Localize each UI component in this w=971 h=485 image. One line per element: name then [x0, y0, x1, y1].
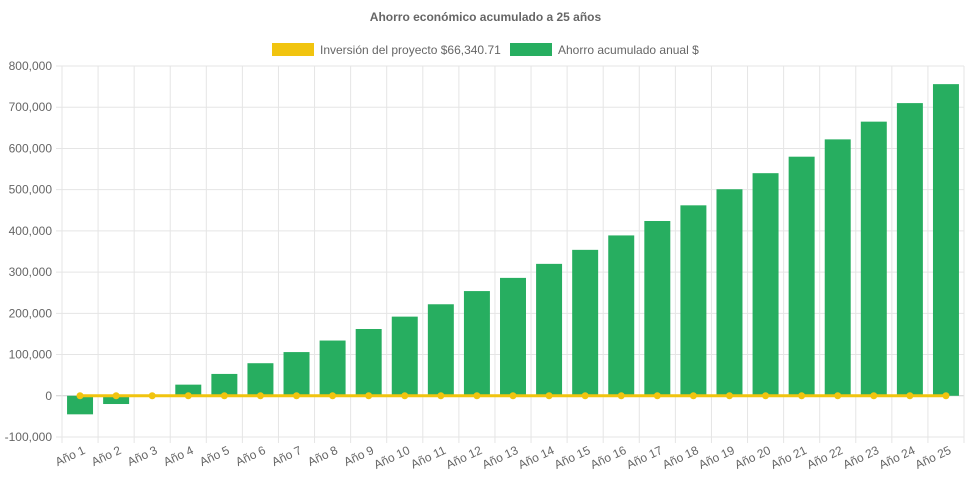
point-investment[interactable]	[220, 392, 228, 400]
x-tick-label: Año 1	[53, 443, 88, 469]
point-investment[interactable]	[545, 392, 553, 400]
y-tick-label: 500,000	[9, 183, 53, 197]
point-investment[interactable]	[437, 392, 445, 400]
y-tick-label: -100,000	[5, 430, 53, 444]
bar-savings[interactable]	[247, 363, 274, 396]
x-tick-label: Año 23	[841, 443, 882, 472]
point-investment[interactable]	[509, 392, 517, 400]
point-investment[interactable]	[942, 392, 950, 400]
point-investment[interactable]	[870, 392, 878, 400]
legend-swatch-savings	[510, 43, 552, 56]
legend-item-savings[interactable]: Ahorro acumulado anual $	[510, 43, 699, 57]
x-axis-ticks: Año 1 Año 2 Año 3 Año 4 Año 5 Año 6 Año 7 Año 8…	[53, 443, 954, 472]
y-tick-label: 600,000	[9, 141, 53, 155]
bar-savings[interactable]	[211, 373, 238, 396]
point-investment[interactable]	[184, 392, 192, 400]
x-tick-label: Año 4	[161, 443, 196, 469]
point-investment[interactable]	[329, 392, 337, 400]
x-tick-label: Año 24	[877, 443, 918, 472]
x-tick-label: Año 12	[444, 443, 485, 472]
point-investment[interactable]	[653, 392, 661, 400]
y-tick-label: 700,000	[9, 100, 53, 114]
y-axis-ticks: 800,000 700,000 600,000 500,000 400,000 300,0…	[5, 59, 53, 444]
bar-savings[interactable]	[283, 352, 310, 396]
x-tick-label: Año 3	[125, 443, 160, 469]
x-tick-label: Año 14	[516, 443, 557, 472]
point-investment[interactable]	[617, 392, 625, 400]
x-tick-label: Año 2	[89, 443, 124, 469]
legend-label-investment: Inversión del proyecto $66,340.71	[320, 43, 501, 57]
point-investment[interactable]	[725, 392, 733, 400]
bar-savings[interactable]	[752, 173, 779, 396]
bar-savings[interactable]	[67, 395, 94, 415]
bar-savings[interactable]	[572, 249, 599, 396]
x-tick-label: Año 11	[409, 443, 449, 472]
bar-savings[interactable]	[680, 205, 707, 396]
legend-item-investment[interactable]: Inversión del proyecto $66,340.71	[272, 43, 501, 57]
point-investment[interactable]	[834, 392, 842, 400]
x-tick-label: Año 15	[552, 443, 593, 472]
x-tick-label: Año 7	[269, 443, 304, 469]
bar-savings[interactable]	[644, 220, 671, 396]
point-investment[interactable]	[473, 392, 481, 400]
bar-savings[interactable]	[355, 328, 382, 396]
bar-savings[interactable]	[716, 189, 743, 396]
y-tick-label: 300,000	[9, 265, 53, 279]
chart-title: Ahorro económico acumulado a 25 años	[370, 10, 602, 24]
point-investment[interactable]	[581, 392, 589, 400]
bar-savings[interactable]	[427, 304, 454, 396]
point-investment[interactable]	[293, 392, 301, 400]
bar-savings[interactable]	[824, 139, 851, 396]
point-investment[interactable]	[689, 392, 697, 400]
x-tick-label: Año 10	[372, 443, 413, 472]
x-tick-label: Año 6	[233, 443, 268, 469]
point-investment[interactable]	[256, 392, 264, 400]
bar-savings[interactable]	[860, 121, 887, 396]
x-tick-label: Año 16	[588, 443, 629, 472]
line-series	[76, 392, 950, 400]
y-tick-label: 0	[45, 389, 52, 403]
point-investment[interactable]	[76, 392, 84, 400]
grid	[56, 65, 965, 443]
y-tick-label: 200,000	[9, 306, 53, 320]
point-investment[interactable]	[906, 392, 914, 400]
x-tick-label: Año 20	[732, 443, 773, 472]
x-tick-label: Año 19	[696, 443, 737, 472]
x-tick-label: Año 17	[624, 443, 665, 472]
bar-savings[interactable]	[536, 263, 563, 396]
bar-savings[interactable]	[608, 235, 635, 396]
x-tick-label: Año 25	[913, 443, 954, 472]
y-tick-label: 100,000	[9, 348, 53, 362]
x-tick-label: Año 21	[769, 443, 810, 472]
bar-savings[interactable]	[788, 156, 815, 396]
legend-swatch-investment	[272, 43, 314, 56]
legend: Inversión del proyecto $66,340.71 Ahorro…	[272, 43, 699, 57]
x-tick-label: Año 22	[805, 443, 846, 472]
bar-savings[interactable]	[500, 277, 526, 396]
legend-label-savings: Ahorro acumulado anual $	[558, 43, 699, 57]
bar-savings[interactable]	[932, 84, 959, 396]
point-investment[interactable]	[798, 392, 806, 400]
bar-savings[interactable]	[896, 103, 923, 396]
y-tick-label: 400,000	[9, 224, 53, 238]
point-investment[interactable]	[148, 392, 156, 400]
x-tick-label: Año 18	[660, 443, 701, 472]
point-investment[interactable]	[112, 392, 120, 400]
point-investment[interactable]	[401, 392, 409, 400]
bar-series	[67, 84, 959, 415]
bar-savings[interactable]	[463, 291, 490, 396]
bar-savings[interactable]	[175, 384, 202, 396]
bar-savings[interactable]	[319, 340, 346, 396]
x-tick-label: Año 8	[306, 443, 341, 469]
point-investment[interactable]	[762, 392, 770, 400]
x-tick-label: Año 13	[480, 443, 521, 472]
point-investment[interactable]	[365, 392, 373, 400]
x-tick-label: Año 5	[197, 443, 232, 469]
bar-savings[interactable]	[103, 395, 130, 405]
bar-savings[interactable]	[391, 316, 418, 396]
x-tick-label: Año 9	[342, 443, 377, 469]
y-tick-label: 800,000	[9, 59, 53, 73]
